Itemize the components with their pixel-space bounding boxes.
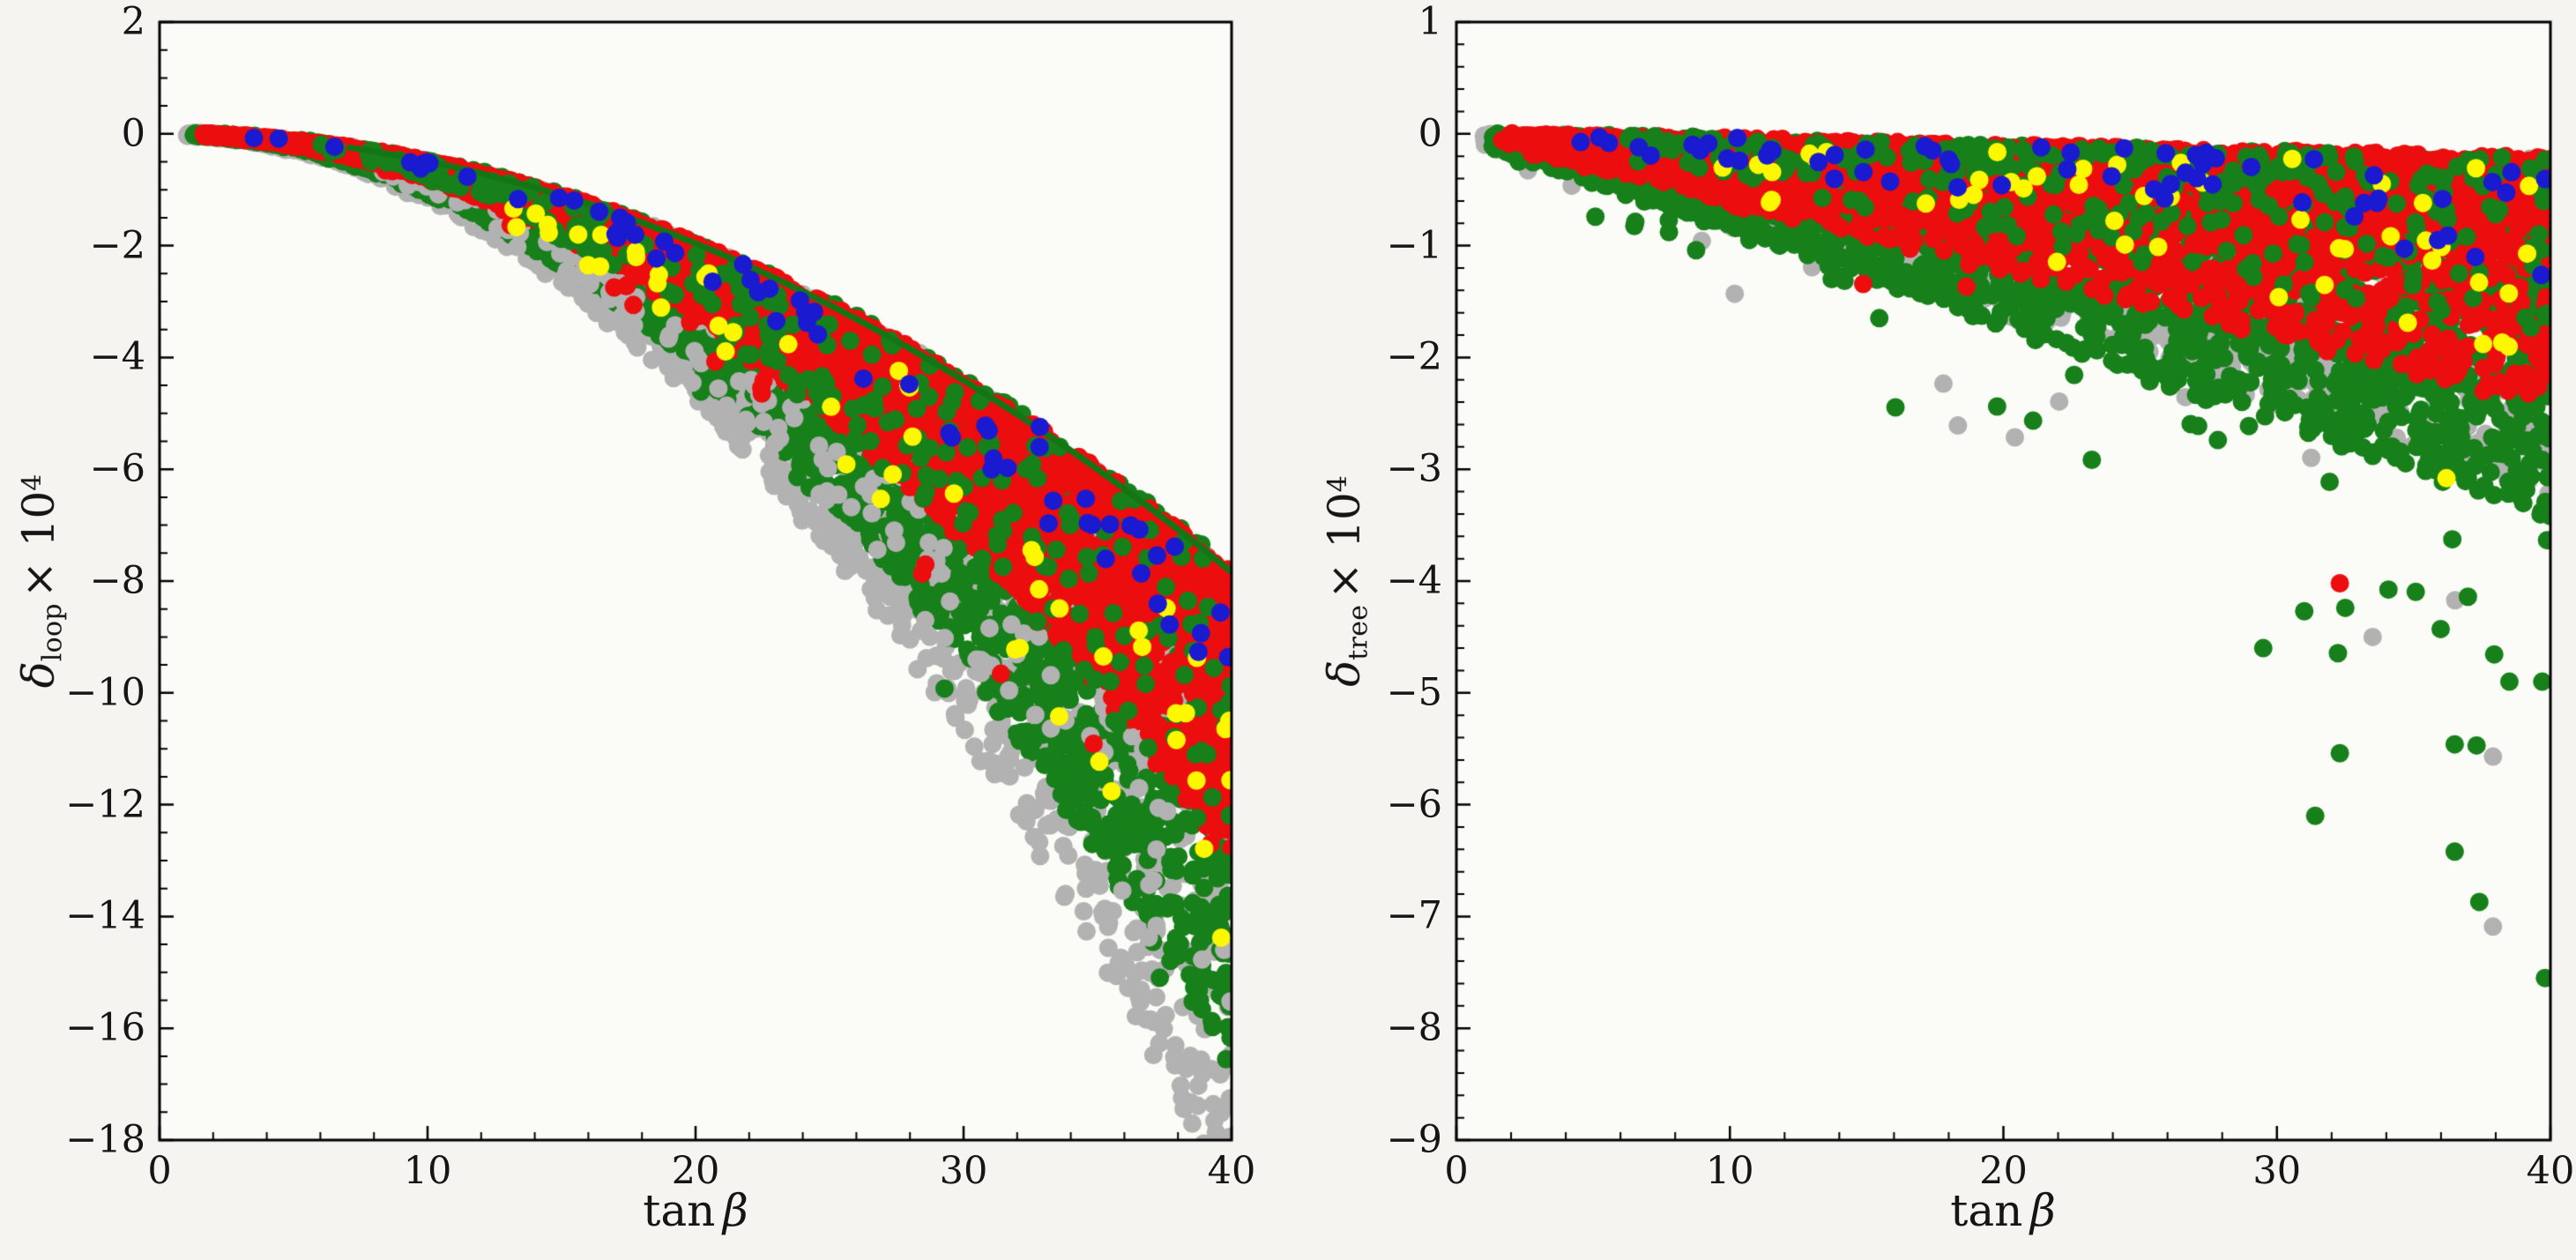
left-yaxis-label-exponent: 4 [17,473,48,491]
left-xaxis-label-fn: tan [643,1185,716,1236]
left-yaxis-label-symbol: δ [12,661,64,689]
right-yaxis-label-symbol: δ [1318,660,1370,687]
left-xaxis-label: tan β [643,1189,748,1233]
left-yaxis-label-times: × 10 [12,490,64,599]
left-yaxis-label: δloop × 104 [13,473,69,689]
right-xaxis-label-fn: tan [1950,1185,2023,1236]
right-yaxis-label: δtree × 104 [1318,475,1374,687]
left-xaxis-label-arg: β [722,1185,748,1236]
right-xaxis-label: tan β [1950,1189,2056,1233]
right-yaxis-label-exponent: 4 [1322,475,1354,493]
right-xaxis-label-arg: β [2029,1185,2056,1236]
right-yaxis-label-times: × 10 [1318,492,1370,600]
right-yaxis-label-subscript: tree [1343,604,1374,660]
left-yaxis-label-subscript: loop [37,603,69,662]
